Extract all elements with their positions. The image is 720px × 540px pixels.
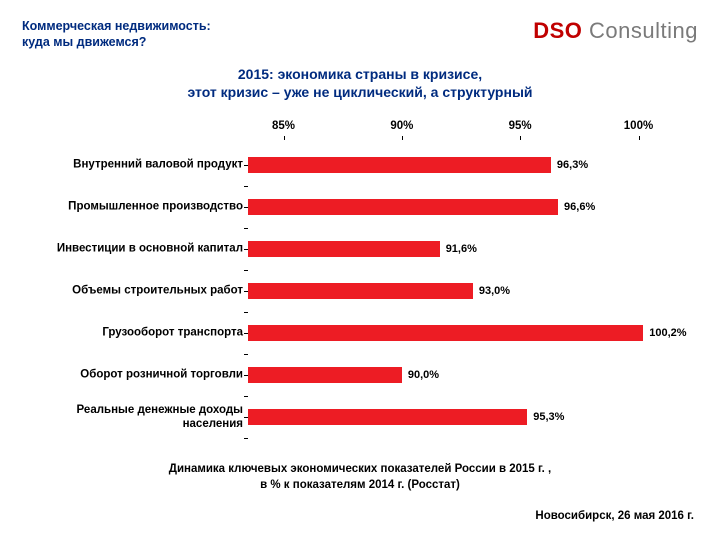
- x-axis-label: 90%: [390, 120, 413, 132]
- bar-value: 100,2%: [649, 327, 686, 339]
- x-axis-label: 100%: [624, 120, 653, 132]
- caption-line1: Динамика ключевых экономических показате…: [0, 462, 720, 478]
- header-line2: куда мы движемся?: [22, 34, 211, 50]
- x-axis-tick: [402, 136, 403, 140]
- x-axis-label: 85%: [272, 120, 295, 132]
- y-axis-midtick: [244, 354, 248, 355]
- bar: [248, 283, 473, 299]
- chart-row: Оборот розничной торговли 90,0%: [28, 366, 692, 384]
- y-axis-midtick: [244, 438, 248, 439]
- y-axis-midtick: [244, 312, 248, 313]
- bar-value: 96,3%: [557, 159, 588, 171]
- chart-row: Инвестиции в основной капитал 91,6%: [28, 240, 692, 258]
- slide-title: 2015: экономика страны в кризисе, этот к…: [0, 65, 720, 103]
- bar: [248, 409, 527, 425]
- title-line2: этот кризис – уже не циклический, а стру…: [0, 83, 720, 102]
- bar-value: 93,0%: [479, 285, 510, 297]
- bar-value: 96,6%: [564, 201, 595, 213]
- company-logo: DSO Consulting: [533, 18, 698, 44]
- bar: [248, 367, 402, 383]
- bar: [248, 241, 440, 257]
- bar-value: 91,6%: [446, 243, 477, 255]
- chart-row: Внутренний валовой продукт 96,3%: [28, 156, 692, 174]
- slide-footer: Новосибирск, 26 мая 2016 г.: [535, 510, 694, 522]
- title-line1: 2015: экономика страны в кризисе,: [0, 65, 720, 84]
- chart-row: Объемы строительных работ 93,0%: [28, 282, 692, 300]
- bar-label: Объемы строительных работ: [28, 285, 243, 298]
- y-axis-midtick: [244, 186, 248, 187]
- x-axis-tick: [639, 136, 640, 140]
- caption-line2: в % к показателям 2014 г. (Росстат): [0, 478, 720, 494]
- bar: [248, 325, 643, 341]
- bar-value: 95,3%: [533, 411, 564, 423]
- y-axis-midtick: [244, 228, 248, 229]
- chart-row: Промышленное производство 96,6%: [28, 198, 692, 216]
- logo-dso: DSO: [533, 18, 582, 43]
- chart-row: Грузооборот транспорта 100,2%: [28, 324, 692, 342]
- bar-label: Оборот розничной торговли: [28, 369, 243, 382]
- x-axis-label: 95%: [509, 120, 532, 132]
- bar-label: Инвестиции в основной капитал: [28, 243, 243, 256]
- bar-label: Грузооборот транспорта: [28, 327, 243, 340]
- bar: [248, 157, 551, 173]
- bar-chart: 85% 90% 95% 100% Внутренний валовой продукт…: [28, 120, 692, 450]
- bar: [248, 199, 558, 215]
- chart-caption: Динамика ключевых экономических показате…: [0, 462, 720, 493]
- slide-header: Коммерческая недвижимость: куда мы движе…: [0, 0, 720, 51]
- logo-consulting: Consulting: [582, 18, 698, 43]
- chart-row: Реальные денежные доходы населения95,3%: [28, 408, 692, 426]
- x-axis-tick: [520, 136, 521, 140]
- bar-label: Промышленное производство: [28, 201, 243, 214]
- bar-label: Реальные денежные доходы населения: [28, 404, 243, 430]
- x-axis-tick: [284, 136, 285, 140]
- y-axis-midtick: [244, 396, 248, 397]
- bar-value: 90,0%: [408, 369, 439, 381]
- header-line1: Коммерческая недвижимость:: [22, 18, 211, 34]
- bar-label: Внутренний валовой продукт: [28, 159, 243, 172]
- header-left: Коммерческая недвижимость: куда мы движе…: [22, 18, 211, 51]
- header-right: DSO Consulting: [533, 18, 698, 42]
- y-axis-midtick: [244, 270, 248, 271]
